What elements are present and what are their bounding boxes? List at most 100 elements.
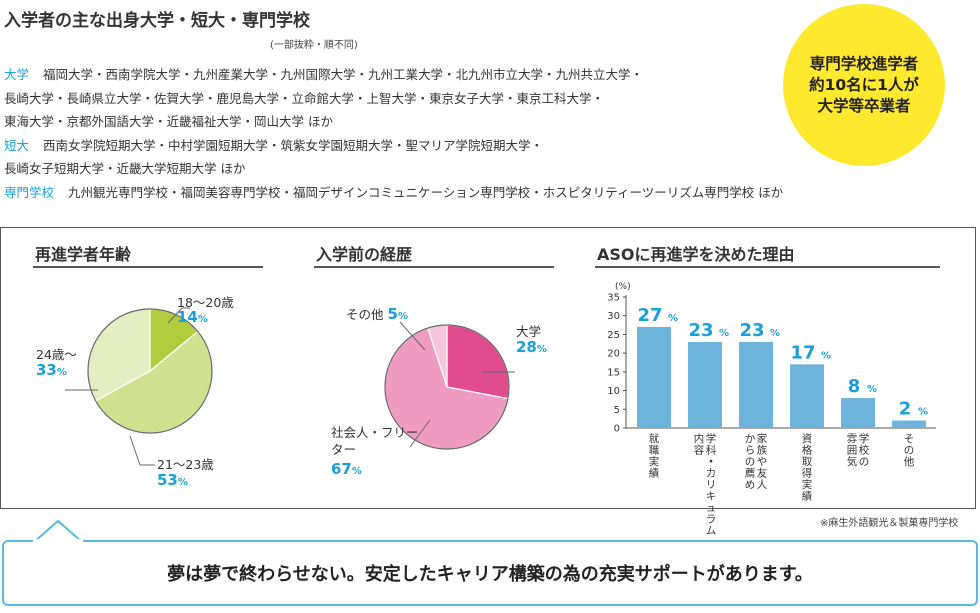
bar-category-char: 職 [649, 445, 660, 457]
bar-category-char: 友 [757, 467, 768, 480]
age-label-21-23: 21〜23歳 [157, 457, 214, 472]
age-label-24: 24歳〜 [36, 347, 77, 362]
age-label-18-20: 18〜20歳 [177, 295, 234, 310]
bar-category-char: 人 [757, 479, 768, 491]
bar-value-unit: % [770, 328, 780, 339]
bar-y-tick-label: 30 [607, 311, 620, 322]
junior-college-line-2: 長崎女子短期大学・近畿大学短期大学 ほか [4, 161, 246, 176]
bar-category-char: 気 [847, 455, 858, 468]
bar-category-char: 族 [757, 444, 768, 457]
bar-category-char: 容 [694, 444, 705, 457]
bar-value-unit: % [918, 407, 928, 418]
bar-y-tick-label: 20 [607, 349, 620, 360]
bubble-tail [33, 519, 83, 543]
bar-4 [790, 364, 824, 428]
bar-category-char: 他 [904, 455, 915, 468]
background-label-university: 大学 [516, 324, 542, 339]
age-pct-24: 33% [36, 361, 67, 379]
source-note: ※麻生外語観光＆製菓専門学校 [820, 518, 959, 529]
bar-category-char: 囲 [847, 445, 858, 457]
bar-value-unit: % [719, 328, 729, 339]
bar-value-unit: % [867, 384, 877, 395]
pie-outline [384, 324, 510, 450]
pie-slice-university [446, 324, 510, 400]
bar-category-char: の [859, 456, 870, 468]
junior-college-line-1: 短大 西南女学院短期大学・中村学園短期大学・筑紫女学園短期大学・聖マリア学院短期大… [4, 138, 544, 153]
bar-category-char: 得 [802, 468, 813, 480]
reasons-title-rule [595, 266, 940, 268]
bar-category-char: 校 [859, 444, 870, 457]
stat-badge: 専門学校進学者 約10名に1人が 大学等卒業者 [783, 4, 945, 166]
university-line-3: 東海大学・京都外国語大学・近畿福祉大学・岡山大学 ほか [4, 114, 333, 129]
bar-1 [637, 326, 671, 428]
bar-y-tick-label: 25 [607, 330, 620, 341]
title-note: (一部抜粋・順不同) [270, 40, 358, 51]
bar-category-char: 実 [802, 478, 813, 491]
bar-category-char: 学 [859, 432, 870, 445]
age-leader-lines [65, 307, 190, 466]
bar-category-char: 科 [706, 444, 717, 457]
bar-value-label: 27 [637, 305, 662, 326]
age-chart-title: 再進学者年齢 [35, 245, 132, 264]
bar-category-char: 取 [802, 456, 813, 468]
bar-value-unit: % [668, 313, 678, 324]
bar-category-char: や [757, 456, 768, 468]
junior-college-label: 短大 [4, 138, 30, 153]
bar-category-char: 資 [802, 433, 813, 445]
background-chart-title: 入学前の経歴 [316, 245, 413, 264]
bar-category-char: ・ [706, 456, 717, 468]
bubble-tail-cover [33, 539, 83, 544]
bar-category-char: 就 [649, 432, 660, 445]
age-pct-21-23: 53% [157, 471, 188, 489]
bar-category-char: の [745, 456, 756, 468]
bar-y-tick-label: 0 [614, 424, 620, 435]
bar-y-tick-label: 5 [614, 405, 620, 416]
bar-y-unit: (%) [615, 282, 631, 292]
age-title-rule [33, 266, 263, 268]
background-label-other: その他 5% [346, 305, 408, 323]
bar-category-char: 格 [802, 444, 813, 457]
bar-category-char: 学 [706, 432, 717, 445]
bar-category-char: リ [706, 479, 717, 491]
bar-y-tick-label: 15 [607, 367, 620, 378]
background-title-rule [314, 266, 554, 268]
age-pie [87, 308, 213, 434]
university-label: 大学 [4, 67, 30, 82]
bar-category-char: 薦 [745, 467, 756, 480]
bar-5 [841, 398, 875, 428]
bar-value-label: 8 [848, 376, 861, 397]
background-pct-university: 28% [516, 338, 547, 356]
bar-value-label: 23 [688, 320, 713, 341]
bar-category-char: 績 [802, 490, 813, 503]
page-title: 入学者の主な出身大学・短大・専門学校 [4, 11, 310, 31]
bar-category-char: ム [706, 525, 717, 537]
bar-category-char: 雰 [847, 433, 858, 445]
bar-category-char: 績 [649, 467, 660, 480]
bar-value-label: 23 [739, 320, 764, 341]
bar-value-label: 2 [899, 399, 912, 420]
bar-category-char: 内 [694, 432, 705, 445]
bar-category-char: 実 [649, 455, 660, 468]
background-label-worker: 社会人・フリーター [331, 425, 419, 457]
bar-category-char: キ [706, 491, 717, 503]
age-pct-18-20: 14% [177, 308, 208, 326]
bar-category-char: ュ [706, 502, 717, 514]
bar-value-unit: % [821, 350, 831, 361]
bar-y-tick-label: 10 [607, 386, 620, 397]
bar-6 [892, 420, 926, 428]
pie-outline [87, 308, 213, 434]
bar-category-char: か [745, 433, 756, 445]
vocational-label: 専門学校 [4, 185, 55, 200]
bar-3 [739, 341, 773, 428]
background-pie [384, 324, 510, 450]
bar-category-char: ラ [706, 514, 717, 526]
bar-category-char: 家 [757, 432, 768, 445]
message-bubble: 夢は夢で終わらせない。安定したキャリア構築の為の充実サポートがあります。 [2, 540, 978, 606]
university-line-2: 長崎大学・長崎県立大学・佐賀大学・鹿児島大学・立命館大学・上智大学・東京女子大学… [4, 91, 605, 106]
vocational-line-1: 専門学校 九州観光専門学校・福岡美容専門学校・福岡デザインコミュニケーション専門学… [4, 185, 784, 200]
bar-value-label: 17 [790, 342, 815, 363]
background-leader-lines [399, 321, 515, 448]
bar-category-char: ら [745, 445, 756, 457]
